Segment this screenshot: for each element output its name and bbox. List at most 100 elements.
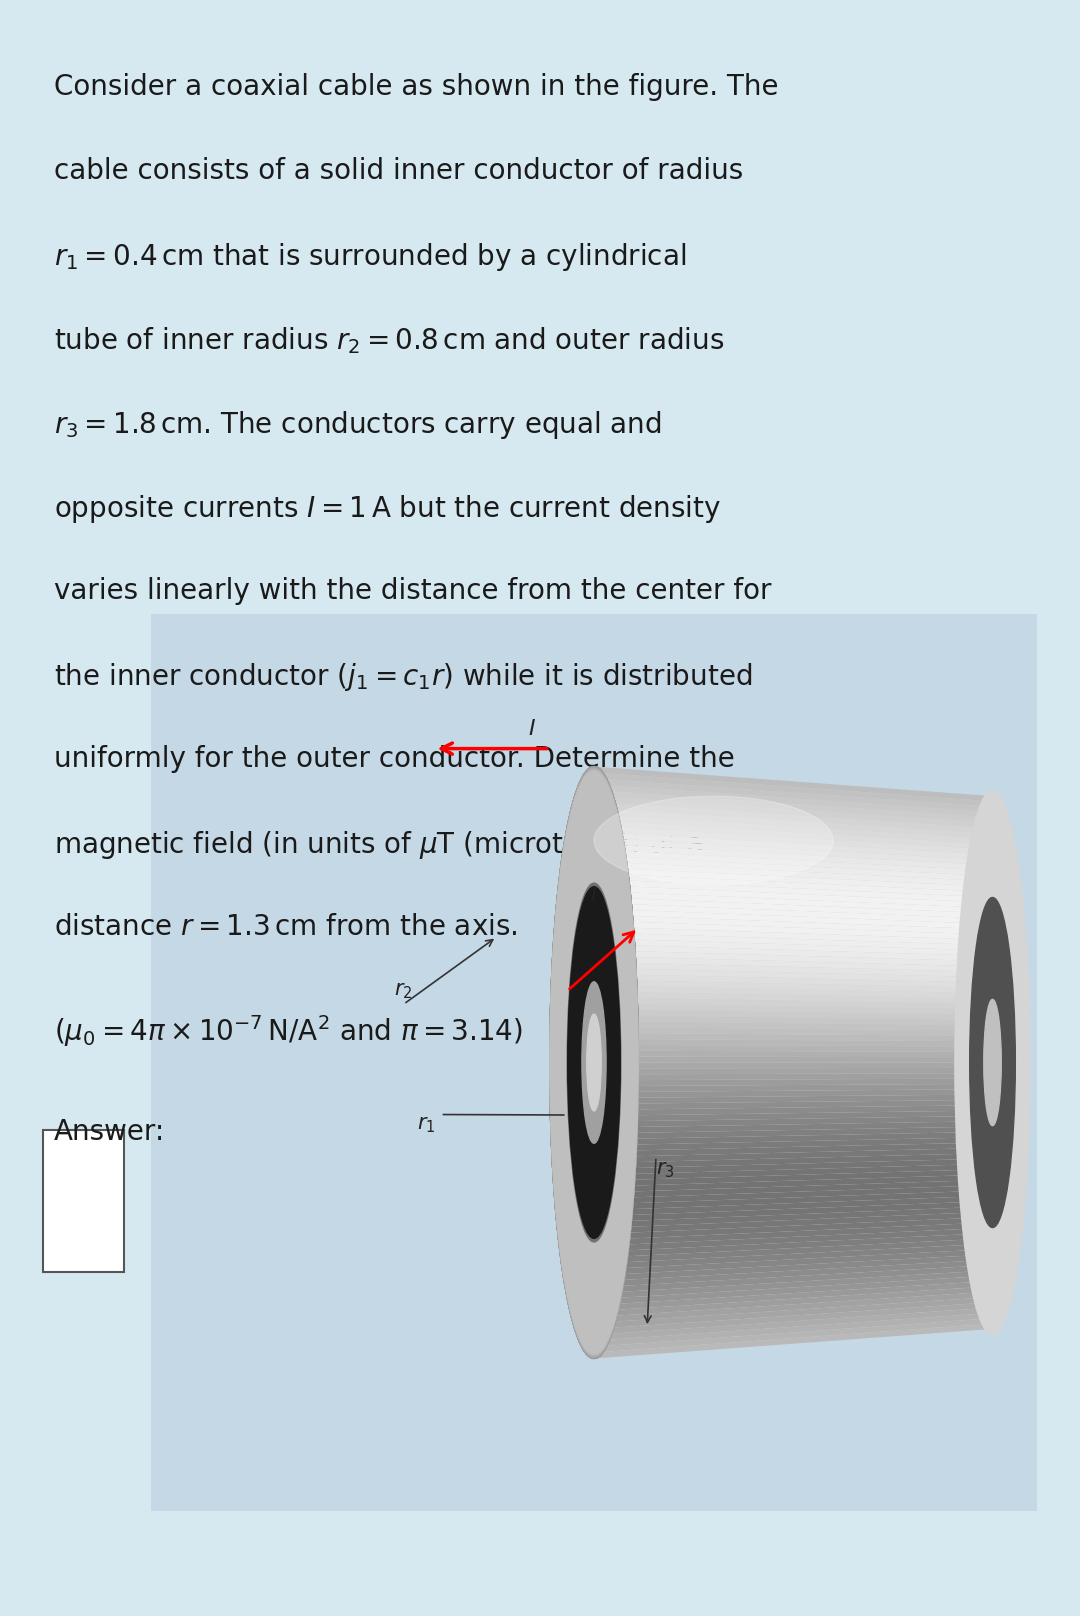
Ellipse shape bbox=[955, 790, 1030, 1335]
Ellipse shape bbox=[550, 769, 638, 1356]
Polygon shape bbox=[594, 903, 993, 924]
Ellipse shape bbox=[550, 769, 638, 1356]
Ellipse shape bbox=[550, 768, 638, 1357]
Polygon shape bbox=[594, 1159, 993, 1175]
Polygon shape bbox=[594, 772, 993, 806]
Ellipse shape bbox=[550, 768, 638, 1357]
Ellipse shape bbox=[550, 768, 638, 1357]
Ellipse shape bbox=[550, 768, 638, 1357]
Polygon shape bbox=[594, 1185, 993, 1204]
Polygon shape bbox=[594, 1046, 993, 1052]
Ellipse shape bbox=[551, 771, 637, 1354]
Polygon shape bbox=[594, 886, 993, 908]
FancyBboxPatch shape bbox=[151, 614, 1037, 1511]
Ellipse shape bbox=[551, 771, 637, 1354]
Text: uniformly for the outer conductor. Determine the: uniformly for the outer conductor. Deter… bbox=[54, 745, 734, 772]
Polygon shape bbox=[594, 926, 993, 945]
Ellipse shape bbox=[551, 771, 637, 1354]
Polygon shape bbox=[594, 1164, 993, 1181]
Ellipse shape bbox=[550, 768, 638, 1357]
Ellipse shape bbox=[550, 769, 638, 1356]
Text: $r_3$: $r_3$ bbox=[656, 1160, 674, 1180]
Polygon shape bbox=[594, 1286, 993, 1317]
Polygon shape bbox=[594, 873, 993, 897]
Ellipse shape bbox=[550, 769, 638, 1356]
Polygon shape bbox=[594, 1244, 993, 1270]
Polygon shape bbox=[594, 779, 993, 813]
Ellipse shape bbox=[550, 768, 638, 1357]
FancyBboxPatch shape bbox=[43, 1130, 124, 1272]
Polygon shape bbox=[594, 1110, 993, 1122]
Polygon shape bbox=[594, 962, 993, 978]
Ellipse shape bbox=[550, 768, 638, 1357]
Ellipse shape bbox=[550, 769, 638, 1356]
Text: $I$: $I$ bbox=[528, 719, 536, 739]
Ellipse shape bbox=[550, 766, 638, 1359]
Ellipse shape bbox=[550, 768, 638, 1357]
Text: $r_2$: $r_2$ bbox=[394, 981, 413, 1000]
Text: the inner conductor $(j_1 = c_1 r)$ while it is distributed: the inner conductor $(j_1 = c_1 r)$ whil… bbox=[54, 661, 752, 693]
Polygon shape bbox=[594, 890, 993, 913]
Polygon shape bbox=[594, 1168, 993, 1186]
Polygon shape bbox=[594, 808, 993, 839]
Ellipse shape bbox=[551, 771, 637, 1354]
Polygon shape bbox=[594, 897, 993, 918]
Ellipse shape bbox=[568, 887, 620, 1238]
Polygon shape bbox=[594, 1122, 993, 1133]
Polygon shape bbox=[594, 1138, 993, 1151]
Polygon shape bbox=[594, 992, 993, 1004]
Polygon shape bbox=[594, 1291, 993, 1324]
Ellipse shape bbox=[550, 769, 638, 1356]
Polygon shape bbox=[594, 1147, 993, 1164]
Ellipse shape bbox=[984, 999, 1001, 1126]
Polygon shape bbox=[594, 1073, 993, 1079]
Polygon shape bbox=[594, 1238, 993, 1264]
Ellipse shape bbox=[550, 769, 638, 1356]
Polygon shape bbox=[594, 879, 993, 903]
Polygon shape bbox=[594, 1028, 993, 1036]
Ellipse shape bbox=[551, 771, 637, 1354]
Ellipse shape bbox=[550, 771, 638, 1354]
Polygon shape bbox=[594, 1324, 993, 1359]
Text: $r_3 = 1.8\,\mathrm{cm}$. The conductors carry equal and: $r_3 = 1.8\,\mathrm{cm}$. The conductors… bbox=[54, 409, 662, 441]
Ellipse shape bbox=[550, 769, 638, 1356]
Ellipse shape bbox=[550, 768, 638, 1357]
Polygon shape bbox=[594, 1191, 993, 1210]
Ellipse shape bbox=[550, 766, 638, 1359]
Ellipse shape bbox=[550, 768, 638, 1357]
Ellipse shape bbox=[551, 771, 637, 1354]
Polygon shape bbox=[594, 1254, 993, 1281]
Polygon shape bbox=[594, 997, 993, 1010]
Polygon shape bbox=[594, 1131, 993, 1146]
Polygon shape bbox=[594, 826, 993, 855]
Polygon shape bbox=[594, 944, 993, 962]
Polygon shape bbox=[594, 1302, 993, 1335]
Polygon shape bbox=[594, 1115, 993, 1128]
Polygon shape bbox=[594, 908, 993, 929]
Polygon shape bbox=[594, 784, 993, 818]
Ellipse shape bbox=[550, 769, 638, 1356]
Ellipse shape bbox=[551, 771, 637, 1354]
Polygon shape bbox=[594, 1010, 993, 1020]
Polygon shape bbox=[594, 790, 993, 823]
Polygon shape bbox=[594, 1259, 993, 1288]
Polygon shape bbox=[594, 921, 993, 941]
Polygon shape bbox=[594, 979, 993, 994]
Ellipse shape bbox=[551, 771, 637, 1354]
Ellipse shape bbox=[550, 768, 638, 1357]
Ellipse shape bbox=[551, 771, 637, 1354]
Polygon shape bbox=[594, 1175, 993, 1193]
Text: tube of inner radius $r_2 = 0.8\,\mathrm{cm}$ and outer radius: tube of inner radius $r_2 = 0.8\,\mathrm… bbox=[54, 325, 725, 356]
Polygon shape bbox=[594, 1100, 993, 1110]
Polygon shape bbox=[594, 1154, 993, 1168]
Ellipse shape bbox=[550, 769, 638, 1356]
Ellipse shape bbox=[551, 771, 637, 1354]
Polygon shape bbox=[594, 1105, 993, 1115]
Polygon shape bbox=[594, 1084, 993, 1092]
Text: $r_1$: $r_1$ bbox=[417, 1115, 435, 1136]
Polygon shape bbox=[594, 1281, 993, 1311]
Ellipse shape bbox=[582, 983, 606, 1143]
Polygon shape bbox=[594, 1039, 993, 1047]
Polygon shape bbox=[594, 1298, 993, 1328]
Ellipse shape bbox=[550, 768, 638, 1357]
